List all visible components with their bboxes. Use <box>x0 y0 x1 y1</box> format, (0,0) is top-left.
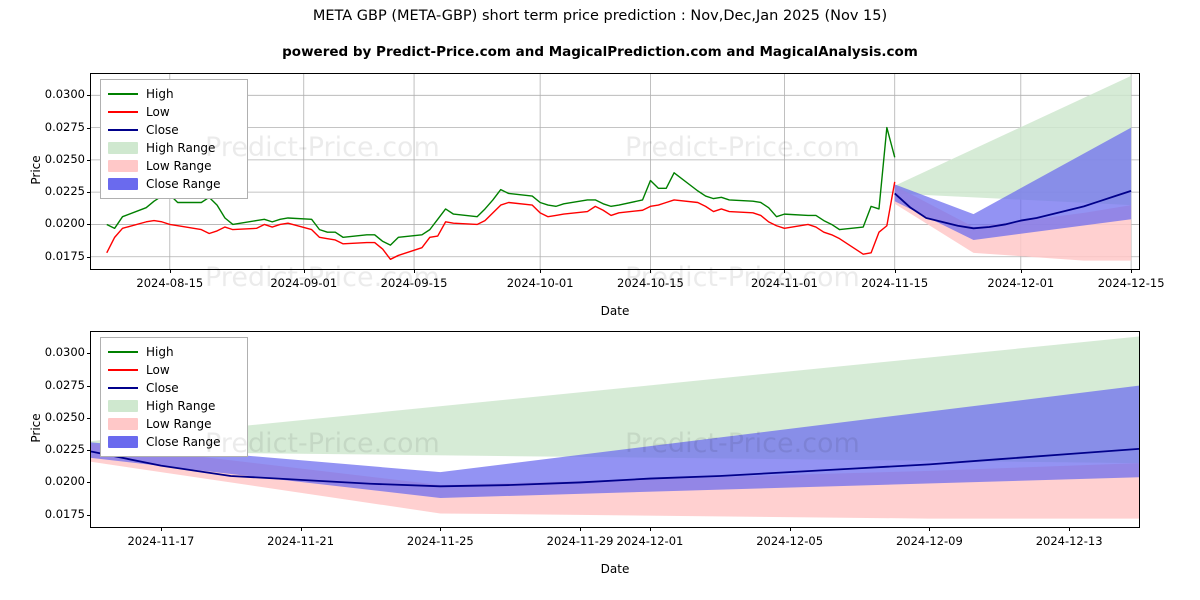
y-tick-label: 0.0250 <box>44 409 85 424</box>
watermark-3: Predict-Price.com <box>205 262 440 293</box>
y-tick-label: 0.0175 <box>44 248 85 263</box>
legend-swatch <box>108 436 138 448</box>
y-tick-label: 0.0200 <box>44 474 85 489</box>
legend-label: Close Range <box>146 435 221 449</box>
x-tick-label: 2024-11-25 <box>406 534 474 548</box>
legend-swatch <box>108 346 138 358</box>
x-tick-label: 2024-12-09 <box>895 534 963 548</box>
top-chart-legend: High Low Close High Range Low Range Close Ran… <box>100 79 248 199</box>
bottom-chart-x-axis-label: Date <box>600 562 630 576</box>
y-tick-label: 0.0250 <box>44 151 85 166</box>
x-tick-label: 2024-11-01 <box>750 276 818 290</box>
x-tick-label: 2024-12-15 <box>1097 276 1165 290</box>
watermark-6: Predict-Price.com <box>625 428 860 459</box>
x-tick-label: 2024-11-15 <box>861 276 929 290</box>
legend-label: High <box>146 345 174 359</box>
legend-swatch <box>108 400 138 412</box>
x-tick-label: 2024-12-05 <box>756 534 824 548</box>
legend-label: High <box>146 87 174 101</box>
chart-title: META GBP (META-GBP) short term price pre… <box>312 8 888 24</box>
watermark-5: Predict-Price.com <box>205 428 440 459</box>
x-tick-label: 2024-11-21 <box>267 534 335 548</box>
x-tick-label: 2024-10-01 <box>506 276 574 290</box>
legend-item-low-range: Low Range <box>108 157 239 175</box>
legend-label: Low Range <box>146 417 212 431</box>
legend-label: Close <box>146 381 179 395</box>
x-tick-label: 2024-12-01 <box>987 276 1055 290</box>
y-tick-label: 0.0275 <box>44 377 85 392</box>
watermark-4: Predict-Price.com <box>625 262 860 293</box>
legend-item-low: Low <box>108 103 239 121</box>
x-tick-label: 2024-10-15 <box>617 276 684 290</box>
watermark-2: Predict-Price.com <box>625 132 860 163</box>
y-tick-label: 0.0225 <box>44 442 85 457</box>
legend-label: Close <box>146 123 179 137</box>
y-tick-label: 0.0175 <box>44 506 85 521</box>
legend-swatch <box>108 124 138 136</box>
x-tick-label: 2024-12-01 <box>616 534 684 548</box>
legend-label: High Range <box>146 141 216 155</box>
legend-swatch <box>108 160 138 172</box>
chart-subtitle: powered by Predict-Price.com and Magical… <box>282 44 918 60</box>
legend-item-high: High <box>108 343 239 361</box>
legend-item-low-range: Low Range <box>108 415 239 433</box>
legend-label: Low <box>146 105 170 119</box>
y-tick-label: 0.0225 <box>44 184 85 199</box>
x-tick-label: 2024-11-29 <box>546 534 614 548</box>
legend-item-high: High <box>108 85 239 103</box>
legend-swatch <box>108 418 138 430</box>
x-tick-label: 2024-08-15 <box>136 276 204 290</box>
legend-label: Low <box>146 363 170 377</box>
top-chart-x-axis-label: Date <box>600 304 630 318</box>
legend-item-close-range: Close Range <box>108 175 239 193</box>
legend-swatch <box>108 382 138 394</box>
x-tick-label: 2024-09-01 <box>270 276 338 290</box>
y-tick-label: 0.0300 <box>44 345 85 360</box>
legend-swatch <box>108 364 138 376</box>
x-tick-label: 2024-12-13 <box>1035 534 1103 548</box>
legend-item-high-range: High Range <box>108 397 239 415</box>
legend-item-high-range: High Range <box>108 139 239 157</box>
bottom-chart-plot-area <box>90 331 1140 528</box>
y-tick-label: 0.0300 <box>44 87 85 102</box>
legend-swatch <box>108 88 138 100</box>
legend-item-low: Low <box>108 361 239 379</box>
legend-swatch <box>108 106 138 118</box>
legend-swatch <box>108 142 138 154</box>
x-tick-label: 2024-09-15 <box>380 276 448 290</box>
x-tick-label: 2024-11-17 <box>127 534 195 548</box>
watermark-1: Predict-Price.com <box>205 132 440 163</box>
legend-item-close: Close <box>108 379 239 397</box>
legend-label: Close Range <box>146 177 221 191</box>
top-chart-plot-area <box>90 73 1140 270</box>
legend-item-close-range: Close Range <box>108 433 239 451</box>
legend-label: Low Range <box>146 159 212 173</box>
legend-swatch <box>108 178 138 190</box>
y-tick-label: 0.0200 <box>44 216 85 231</box>
y-tick-label: 0.0275 <box>44 119 85 134</box>
legend-item-close: Close <box>108 121 239 139</box>
legend-label: High Range <box>146 399 216 413</box>
bottom-chart-legend: High Low Close High Range Low Range Close Ran… <box>100 337 248 457</box>
